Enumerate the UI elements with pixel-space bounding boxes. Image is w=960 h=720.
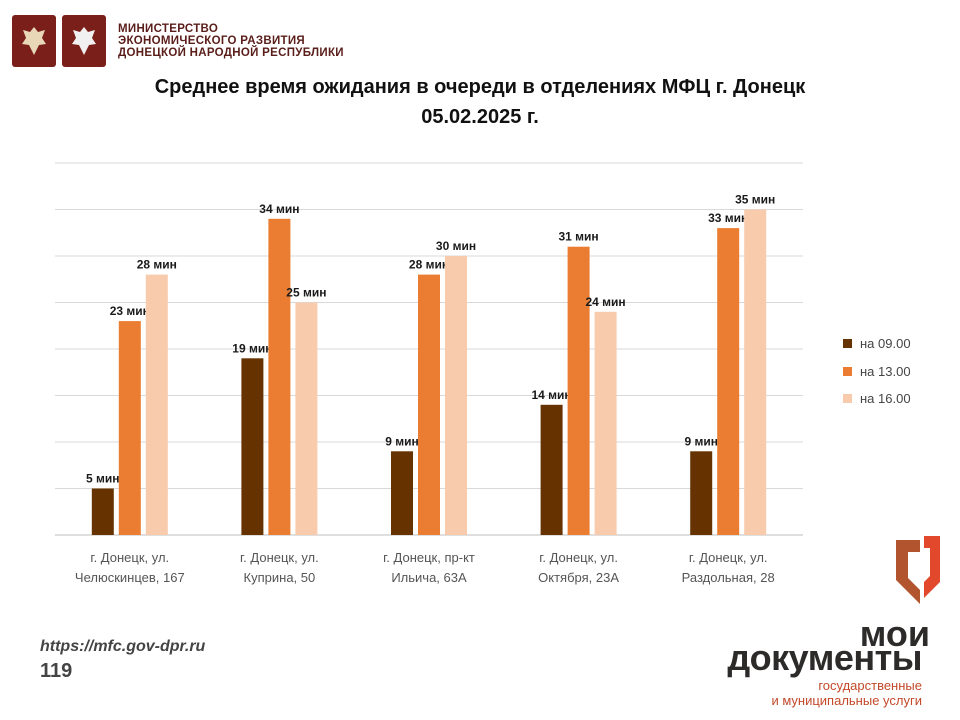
bar: [391, 451, 413, 535]
moi-dokumenty-logo: мои документы государственные и муниципа…: [720, 528, 940, 708]
data-label: 14 мин: [532, 388, 572, 402]
data-label: 9 мин: [684, 434, 718, 448]
category-label: г. Донецк, ул.: [689, 550, 768, 565]
bar: [445, 256, 467, 535]
data-label: 30 мин: [436, 239, 476, 253]
data-label: 28 мин: [137, 258, 177, 272]
data-label: 35 мин: [735, 193, 775, 207]
data-label: 5 мин: [86, 472, 120, 486]
data-label: 23 мин: [110, 304, 150, 318]
russia-emblem-icon: [12, 15, 56, 67]
brand-subtitle-line-2: и муниципальные услуги: [771, 693, 922, 708]
data-label: 9 мин: [385, 434, 419, 448]
brand-line-1: мои: [859, 613, 930, 654]
bar: [567, 246, 590, 535]
data-label: 19 мин: [232, 341, 272, 355]
bar: [268, 218, 291, 536]
bar: [295, 302, 318, 535]
legend-label-1300: на 13.00: [860, 363, 911, 379]
chart-title-line-1: Среднее время ожидания в очереди в отдел…: [154, 76, 806, 98]
data-label: 24 мин: [586, 295, 626, 309]
legend-label-0900: на 09.00: [860, 336, 911, 352]
bar: [540, 404, 563, 535]
legend-swatch-0900: [843, 339, 852, 349]
website-link[interactable]: https://mfc.gov-dpr.ru: [40, 638, 206, 655]
legend-swatch-1300: [843, 366, 852, 376]
bar: [717, 228, 740, 535]
chart-title-line-2: 05.02.2025 г.: [421, 106, 539, 128]
ministry-line-1: МИНИСТЕРСТВО: [118, 23, 219, 35]
data-label: 33 мин: [708, 211, 748, 225]
legend-label-1600: на 16.00: [860, 391, 911, 407]
legend-swatch-1600: [843, 394, 852, 404]
category-label: г. Донецк, ул.: [539, 550, 618, 565]
bar: [145, 274, 168, 535]
bar: [594, 311, 617, 535]
category-label: Куприна, 50: [244, 570, 316, 585]
ministry-line-2: ЭКОНОМИЧЕСКОГО РАЗВИТИЯ: [118, 35, 305, 47]
category-label: Ильича, 63А: [391, 570, 467, 585]
bar: [241, 358, 264, 535]
bar: [91, 488, 114, 535]
chart-title: Среднее время ожидания в очереди в отдел…: [0, 72, 960, 132]
brand-subtitle-line-1: государственные: [818, 678, 922, 693]
category-label: г. Донецк, ул.: [240, 550, 319, 565]
category-label: Раздольная, 28: [682, 570, 775, 585]
category-label: г. Донецк, ул.: [90, 550, 169, 565]
data-label: 25 мин: [286, 286, 326, 300]
legend-item: на 16.00: [843, 385, 911, 413]
brand-subtitle: государственные и муниципальные услуги: [771, 678, 922, 708]
data-label: 31 мин: [559, 230, 599, 244]
page-number: 119: [40, 660, 73, 682]
category-label: Октября, 23А: [538, 570, 619, 585]
bar: [744, 209, 767, 535]
bar: [118, 321, 141, 535]
bar: [690, 451, 713, 535]
ministry-name: МИНИСТЕРСТВО ЭКОНОМИЧЕСКОГО РАЗВИТИЯ ДОН…: [118, 23, 344, 59]
category-label: Челюскинцев, 167: [75, 570, 185, 585]
chart-legend: на 09.00 на 13.00 на 16.00: [843, 330, 911, 413]
moi-dokumenty-emblem-icon: [896, 536, 940, 604]
dpr-emblem-icon: [62, 15, 106, 67]
ministry-line-3: ДОНЕЦКОЙ НАРОДНОЙ РЕСПУБЛИКИ: [118, 47, 344, 59]
brand-line-2: документы: [727, 637, 922, 678]
bar: [418, 274, 440, 535]
ministry-header: МИНИСТЕРСТВО ЭКОНОМИЧЕСКОГО РАЗВИТИЯ ДОН…: [12, 14, 344, 68]
legend-item: на 09.00: [843, 330, 911, 358]
data-label: 34 мин: [259, 202, 299, 216]
data-label: 28 мин: [409, 258, 449, 272]
category-label: г. Донецк, пр-кт: [383, 550, 475, 565]
legend-item: на 13.00: [843, 358, 911, 386]
